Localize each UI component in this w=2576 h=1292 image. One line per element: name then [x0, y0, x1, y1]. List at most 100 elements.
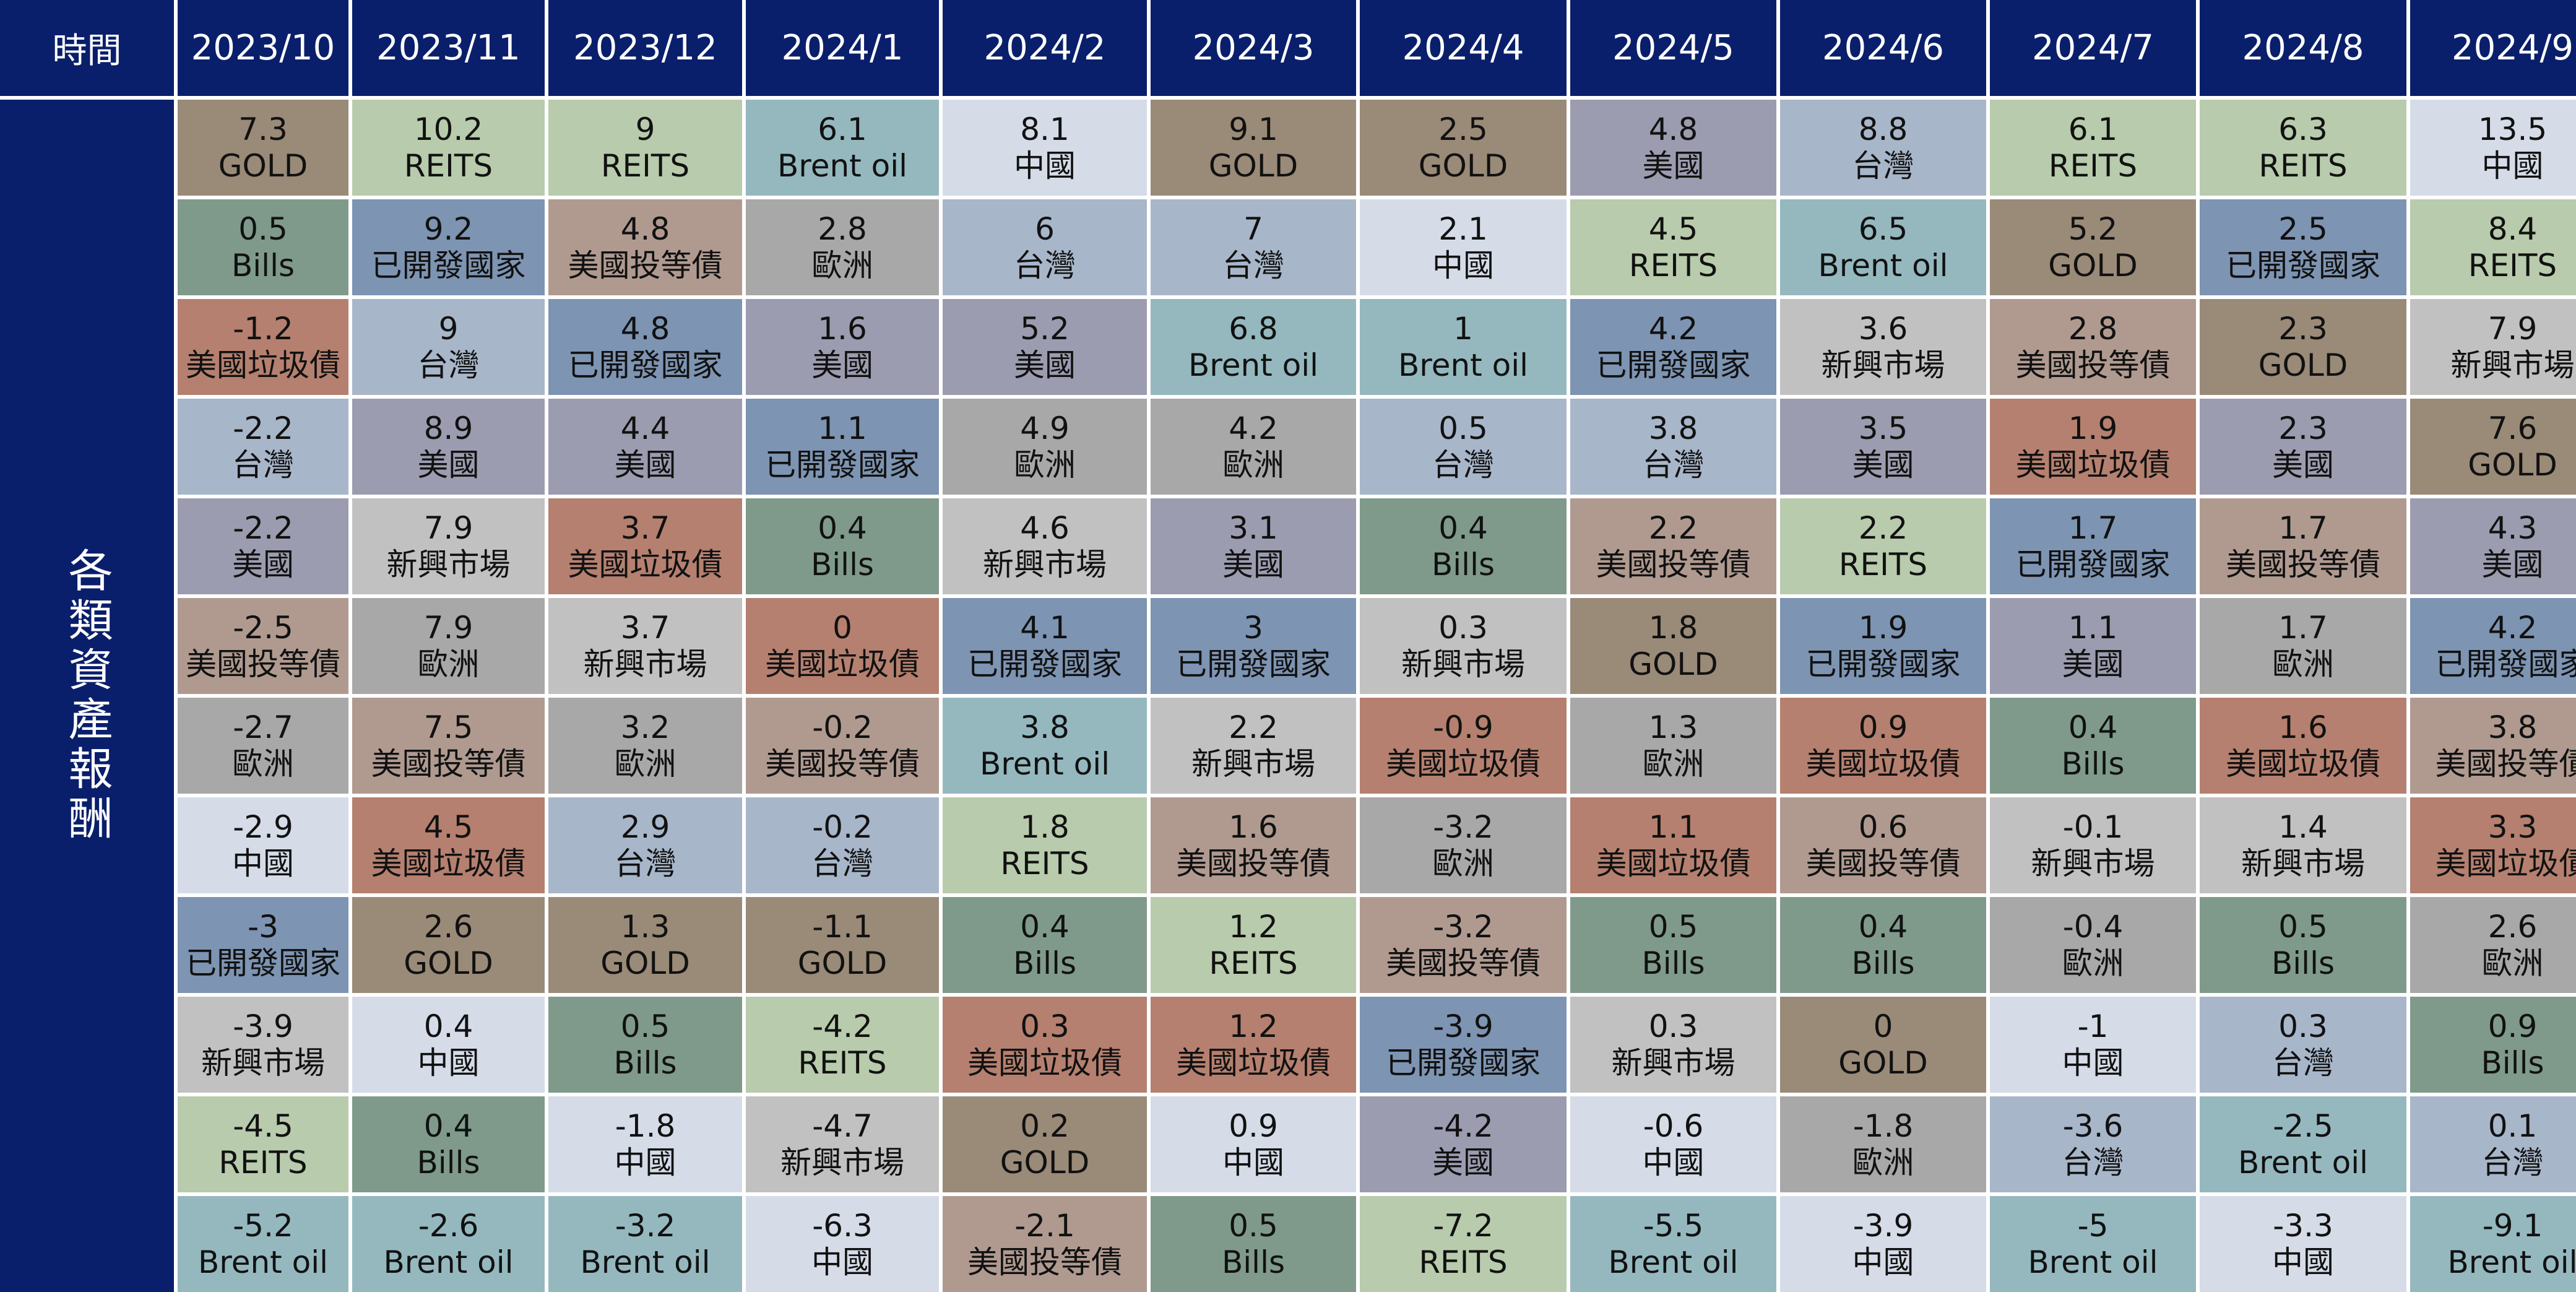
cell-asset-label: Brent oil [383, 1244, 513, 1281]
cell-return-value: 3.8 [1020, 709, 1070, 746]
cell-return-value: -0.6 [1643, 1108, 1704, 1145]
cell-asset-label: 美國投等債 [186, 646, 340, 683]
cell-asset-label: 中國 [418, 1045, 480, 1082]
cell-return-value: 13.5 [2478, 111, 2547, 148]
cell-return-value: 0.5 [2278, 909, 2328, 945]
cell-asset-label: 已開發國家 [1176, 646, 1331, 683]
cell-return-value: 1.3 [621, 909, 670, 945]
cell-asset-label: Bills [1641, 945, 1705, 982]
cell-asset-label: 新興市場 [1612, 1045, 1735, 1082]
cell-asset-label: 新興市場 [2031, 846, 2155, 882]
cell-asset-label: 已開發國家 [1596, 347, 1751, 384]
cell-return-value: 0.3 [2278, 1008, 2328, 1045]
cell-return-value: 2.6 [424, 909, 473, 945]
cell-return-value: 8.8 [1859, 111, 1908, 148]
cell-return-value: 1.2 [1229, 909, 1278, 945]
cell-asset-label: 美國投等債 [2226, 547, 2380, 583]
month-header: 2024/9 [2410, 0, 2576, 96]
cell-return-value: 4.8 [1649, 111, 1698, 148]
cell-asset-label: 歐洲 [1852, 1145, 1914, 1181]
cell-asset-label: 已開發國家 [1806, 646, 1961, 683]
cell-asset-label: 中國 [1852, 1244, 1914, 1281]
cell-return-value: 6.1 [818, 111, 867, 148]
cell-return-value: 8.4 [2488, 211, 2538, 248]
cell-asset-label: 美國垃圾債 [1386, 746, 1541, 783]
cell-asset-label: GOLD [218, 148, 308, 184]
cell-return-value: -3.6 [2063, 1108, 2124, 1145]
cell-asset-label: 台灣 [232, 447, 294, 483]
cell-return-value: 10.2 [414, 111, 483, 148]
cell-asset-label: 美國投等債 [967, 1244, 1122, 1281]
cell-asset-label: 中國 [232, 846, 294, 882]
cell-return-value: 0.3 [1438, 610, 1488, 646]
cell-asset-label: 新興市場 [584, 646, 707, 683]
cell-return-value: 0.5 [1438, 410, 1488, 447]
cell-return-value: -2.7 [233, 709, 293, 746]
cell-asset-label: 美國 [1432, 1145, 1494, 1181]
cell-asset-label: 歐洲 [2482, 945, 2544, 982]
cell-return-value: 3 [1243, 610, 1263, 646]
cell-return-value: 4.6 [1020, 510, 1070, 547]
cell-return-value: -4.5 [233, 1108, 293, 1145]
cell-asset-label: 台灣 [1014, 248, 1076, 284]
cell-asset-label: Bills [811, 547, 874, 583]
cell-asset-label: 美國垃圾債 [765, 646, 920, 683]
cell-return-value: 0.9 [1229, 1108, 1278, 1145]
cell-asset-label: Brent oil [1398, 347, 1528, 384]
cell-asset-label: 中國 [1432, 248, 1494, 284]
cell-asset-label: 新興市場 [1191, 746, 1315, 783]
cell-asset-label: 中國 [1014, 148, 1076, 184]
corner-header-time: 時間 [0, 0, 174, 96]
cell-return-value: 0 [832, 610, 852, 646]
cell-return-value: 7 [1243, 211, 1263, 248]
cell-asset-label: 台灣 [418, 347, 480, 384]
cell-asset-label: 台灣 [1222, 248, 1284, 284]
cell-asset-label: GOLD [2258, 347, 2348, 384]
cell-return-value: 4.8 [621, 211, 670, 248]
cell-return-value: 1.8 [1649, 610, 1698, 646]
cell-asset-label: 已開發國家 [371, 248, 526, 284]
cell-asset-label: 美國垃圾債 [1806, 746, 1961, 783]
cell-return-value: -2.2 [233, 410, 293, 447]
cell-return-value: 0.5 [621, 1008, 670, 1045]
cell-asset-label: REITS [2049, 148, 2137, 184]
